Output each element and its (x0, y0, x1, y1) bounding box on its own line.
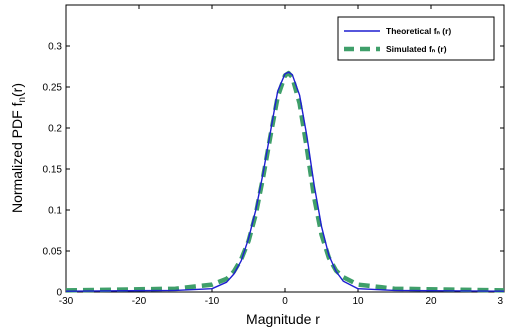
y-tick-label: 0.15 (43, 165, 63, 176)
series-line-simulated (65, 70, 505, 293)
legend-label-simulated: Simulated fₙ (r) (386, 44, 447, 54)
x-tick-label: -30 (59, 296, 74, 307)
x-tick-label: 3 (497, 296, 503, 307)
y-axis-label: Normalized PDF fn(r) (9, 83, 28, 213)
legend-label-theoretical: Theoretical fₙ (r) (386, 26, 451, 36)
y-axis-label-main: Normalized PDF f (9, 102, 25, 213)
x-tick-label: -20 (132, 296, 147, 307)
series-line-theoretical (65, 71, 505, 292)
y-axis-label-tail: (r) (9, 83, 25, 97)
x-tick-label: 0 (282, 296, 288, 307)
y-tick-label: 0.25 (43, 83, 63, 94)
x-axis-label: Magnitude r (246, 311, 320, 327)
y-tick-label: 0.3 (48, 42, 62, 53)
y-axis-ticks: 0 0.05 0.1 0.15 0.2 0.25 0.3 (43, 42, 504, 299)
x-tick-label: -10 (205, 296, 220, 307)
x-axis-ticks: -30 -20 -10 0 10 20 3 (59, 5, 505, 307)
x-tick-label: 10 (352, 296, 364, 307)
y-tick-label: 0.1 (48, 206, 62, 217)
y-tick-label: 0.05 (43, 247, 63, 258)
legend-box (337, 16, 495, 61)
series-layer (65, 70, 505, 293)
y-tick-label: 0 (56, 288, 62, 299)
y-axis-label-sub: n (17, 97, 28, 103)
y-tick-label: 0.2 (48, 124, 62, 135)
x-tick-label: 20 (425, 296, 437, 307)
legend: Theoretical fₙ (r) Simulated fₙ (r) (337, 16, 495, 61)
